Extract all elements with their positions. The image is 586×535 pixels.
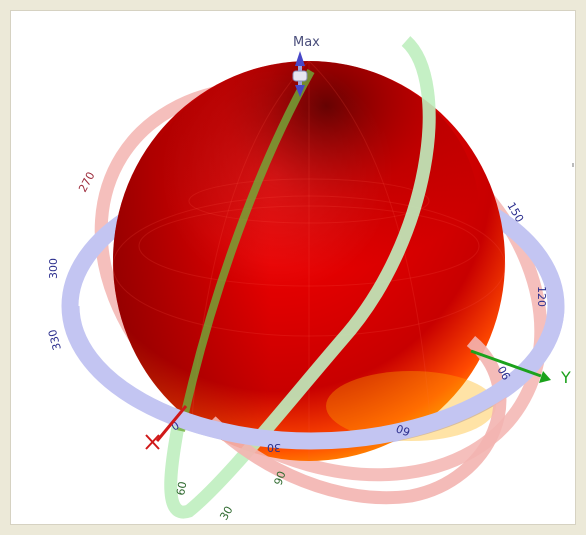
pattern-canvas[interactable]: 270 300 330 0 30 60 90 120 150 90 60 30 … bbox=[11, 11, 576, 525]
svg-text:300: 300 bbox=[47, 258, 60, 279]
svg-text:30: 30 bbox=[267, 441, 281, 454]
svg-text:330: 330 bbox=[46, 328, 64, 352]
svg-text:270: 270 bbox=[76, 170, 97, 195]
x-axis-marker-icon bbox=[145, 405, 188, 450]
svg-text:90: 90 bbox=[495, 363, 513, 382]
svg-text:120: 120 bbox=[535, 286, 548, 307]
svg-text:60: 60 bbox=[394, 421, 412, 438]
svg-text:30: 30 bbox=[217, 504, 235, 523]
max-arrow-icon bbox=[292, 51, 308, 97]
svg-text:Y: Y bbox=[560, 368, 571, 387]
max-marker: Max bbox=[292, 35, 320, 97]
svg-text:Max: Max bbox=[293, 35, 320, 50]
svg-text:90: 90 bbox=[272, 469, 289, 487]
radiation-sphere bbox=[112, 60, 506, 461]
radiation-pattern-viewport[interactable]: 270 300 330 0 30 60 90 120 150 90 60 30 … bbox=[10, 10, 576, 525]
svg-text:60: 60 bbox=[174, 480, 189, 496]
elevation-ring-green bbox=[164, 36, 436, 519]
green-ring-labels: 90 60 30 bbox=[174, 469, 288, 522]
y-axis-arrow-icon: Y bbox=[470, 349, 571, 387]
